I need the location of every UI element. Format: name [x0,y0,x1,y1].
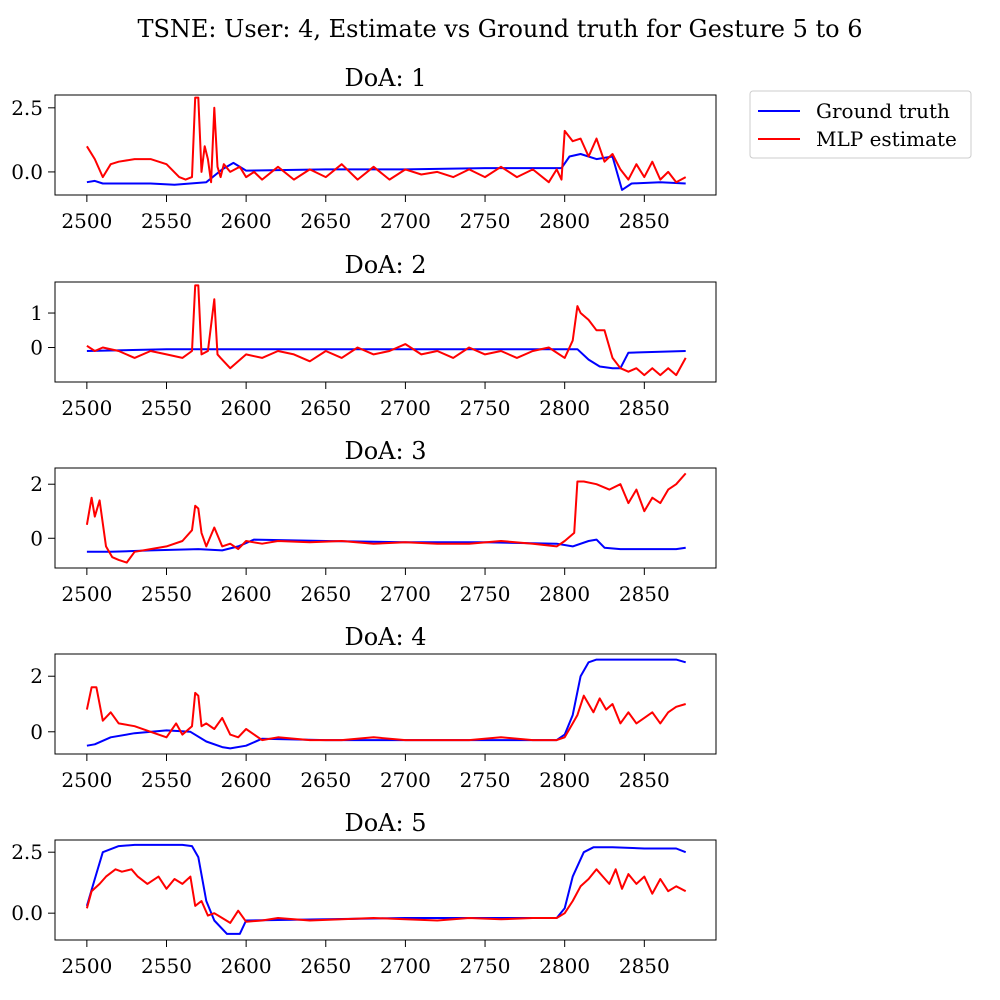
y-tick-label: 0 [30,526,43,550]
y-tick-label: 0.0 [11,901,43,925]
x-tick-label: 2600 [221,209,272,233]
legend-ground-truth-label: Ground truth [816,99,950,123]
plot-frame [54,653,717,755]
x-tick-label: 2700 [380,954,431,978]
y-tick-label: 2.5 [11,840,43,864]
x-tick-label: 2700 [380,209,431,233]
plot-frame [54,281,717,383]
series-line-mlp-estimate [86,96,687,184]
x-tick-label: 2550 [141,768,192,792]
x-tick-label: 2700 [380,768,431,792]
subplot-doa-5: DoA: 5 2500 2550 2600 2650 2700 2750 2800 2850 0.… [11,809,717,978]
x-tick-label: 2500 [61,582,112,606]
x-tick-label: 2850 [619,954,670,978]
y-tick-label: 0 [30,720,43,744]
x-tick-label: 2600 [221,954,272,978]
subplot-doa-1: DoA: 1 2500 2550 2600 2650 2700 2750 2800 2850 0.… [11,64,717,233]
y-tick-label: 2 [30,472,43,496]
subplot-doa-2: DoA: 2 2500 2550 2600 2650 2700 2750 2800 2850 0 1 [30,251,717,420]
x-tick-label: 2800 [539,954,590,978]
x-tick-label: 2600 [221,582,272,606]
x-tick-label: 2550 [141,582,192,606]
x-tick-label: 2750 [460,209,511,233]
x-tick-label: 2500 [61,209,112,233]
subplot-title: DoA: 2 [344,251,426,279]
x-tick-label: 2800 [539,396,590,420]
x-tick-label: 2650 [300,768,351,792]
x-tick-label: 2500 [61,954,112,978]
subplot-title: DoA: 3 [344,437,426,465]
series-line-mlp-estimate [85,868,687,924]
legend-frame [749,90,972,159]
x-tick-label: 2700 [380,582,431,606]
subplot-title: DoA: 5 [344,809,426,837]
x-tick-label: 2650 [300,209,351,233]
x-tick-label: 2850 [619,768,670,792]
x-tick-label: 2750 [460,954,511,978]
subplot-doa-4: DoA: 4 2500 2550 2600 2650 2700 2750 2800 2850 0 2 [30,623,717,792]
x-tick-label: 2550 [141,209,192,233]
x-tick-label: 2500 [61,396,112,420]
plot-frame [54,467,717,569]
x-tick-label: 2650 [300,954,351,978]
series-line-ground-truth [86,658,686,750]
legend-mlp-estimate-label: MLP estimate [816,127,957,151]
y-tick-label: 0.0 [11,160,43,184]
x-tick-label: 2650 [300,582,351,606]
series-line-ground-truth [86,348,686,370]
x-tick-label: 2550 [141,396,192,420]
x-tick-label: 2850 [619,582,670,606]
subplot-doa-3: DoA: 3 2500 2550 2600 2650 2700 2750 2800 2850 0 2 [30,437,717,606]
x-tick-label: 2650 [300,396,351,420]
x-tick-label: 2600 [221,768,272,792]
x-tick-label: 2850 [619,209,670,233]
x-tick-label: 2600 [221,396,272,420]
x-tick-label: 2750 [460,768,511,792]
subplot-title: DoA: 4 [344,623,426,651]
plot-frame [54,839,717,941]
series-line-mlp-estimate [85,686,686,742]
x-tick-label: 2500 [61,768,112,792]
x-tick-label: 2700 [380,396,431,420]
x-tick-label: 2800 [539,209,590,233]
series-line-mlp-estimate [85,472,687,564]
x-tick-label: 2550 [141,954,192,978]
x-tick-label: 2850 [619,396,670,420]
x-tick-label: 2800 [539,582,590,606]
subplot-title: DoA: 1 [344,64,426,92]
y-tick-label: 1 [30,301,43,325]
x-tick-label: 2750 [460,582,511,606]
plot-frame [54,94,717,196]
y-tick-label: 2 [30,664,43,688]
series-line-mlp-estimate [86,284,687,377]
y-tick-label: 2.5 [11,96,43,120]
x-tick-label: 2750 [460,396,511,420]
y-tick-label: 0 [30,336,43,360]
series-line-ground-truth [85,843,687,935]
figure-title: TSNE: User: 4, Estimate vs Ground truth … [137,15,862,43]
x-tick-label: 2800 [539,768,590,792]
legend: Ground truth MLP estimate [749,90,972,159]
series-line-ground-truth [86,153,686,191]
subplots-group: DoA: 1 2500 2550 2600 2650 2700 2750 2800 2850 0.… [11,64,717,978]
